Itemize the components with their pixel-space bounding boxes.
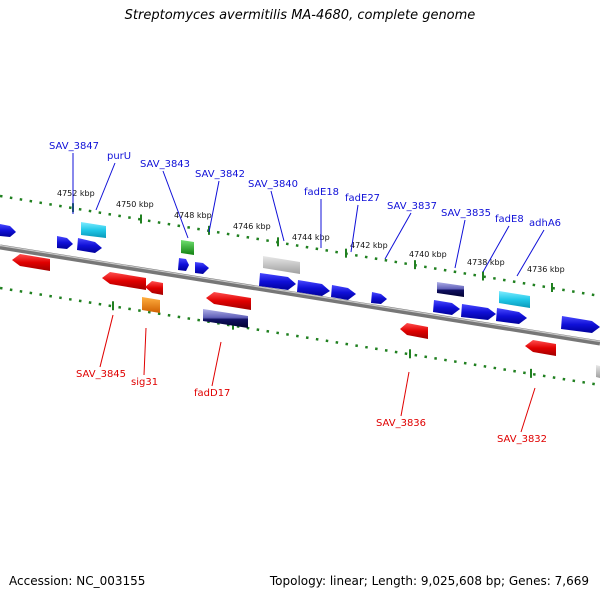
gene-label-sav-3843[interactable]: SAV_3843 [140,159,190,170]
gene-label-leaders [72,153,545,433]
gene-label-fade8[interactable]: fadE8 [495,214,524,225]
ruler-kbp-label: 4738 kbp [467,258,505,267]
ruler-kbp-label: 4742 kbp [350,241,388,250]
gene-arrow[interactable] [12,254,50,271]
gene-box-cyan[interactable] [499,291,530,308]
ruler-bottom-dots [0,286,600,387]
gene-arrow[interactable] [331,285,356,300]
genome-backbone [0,244,600,346]
gene-arrow[interactable] [77,238,102,253]
ruler-kbp-label: 4736 kbp [527,265,565,274]
leader-line [208,180,220,233]
leader-line [400,371,410,417]
gene-label-fadd17[interactable]: fadD17 [194,388,230,399]
gene-box-grey[interactable] [263,256,300,274]
leader-line [520,387,536,433]
leader-line [211,341,222,387]
gene-arrow[interactable] [297,280,330,296]
gene-arrow[interactable] [178,258,189,271]
gene-arrow[interactable] [0,224,16,237]
gene-label-fade27[interactable]: fadE27 [345,193,380,204]
ruler-kbp-label: 4750 kbp [116,200,154,209]
gene-label-sav-3835[interactable]: SAV_3835 [441,208,491,219]
gene-label-sav-3842[interactable]: SAV_3842 [195,169,245,180]
leader-line [384,212,412,260]
ruler-top-dots [0,194,600,298]
gene-label-puru[interactable]: purU [107,151,131,162]
gene-label-sav-3832[interactable]: SAV_3832 [497,434,547,445]
leader-line [482,225,510,273]
leader-line [143,327,147,376]
leader-line [95,162,116,211]
gene-arrow[interactable] [525,340,556,356]
gene-label-adha6[interactable]: adhA6 [529,218,561,229]
gene-box-green[interactable] [181,240,194,255]
topology-summary: Topology: linear; Length: 9,025,608 bp; … [269,574,589,588]
map-title: Streptomyces avermitilis MA-4680, comple… [124,8,476,23]
gene-arrow[interactable] [206,292,251,310]
ruler-labels: 4752 kbp 4750 kbp 4748 kbp 4746 kbp 4744 kbp… [57,189,565,274]
ruler-kbp-label: 4744 kbp [292,233,330,242]
gene-label-sav-3840[interactable]: SAV_3840 [248,179,298,190]
leader-line [350,204,359,253]
accession-label: Accession: NC_003155 [9,574,146,588]
gene-arrow[interactable] [433,300,460,315]
gene-box-cyan[interactable] [81,222,106,238]
gene-arrow[interactable] [145,281,163,295]
genome-backbone-highlight [0,244,600,343]
gene-box-grey[interactable] [596,365,600,378]
gene-box-orange[interactable] [142,297,160,313]
gene-label-sav-3837[interactable]: SAV_3837 [387,201,437,212]
ruler-kbp-label: 4740 kbp [409,250,447,259]
gene-arrow[interactable] [461,304,496,320]
gene-label-sav-3845[interactable]: SAV_3845 [76,369,126,380]
gene-label-sav-3836[interactable]: SAV_3836 [376,418,426,429]
gene-arrow[interactable] [102,272,146,290]
gene-features [0,222,600,378]
gene-label-sig31[interactable]: sig31 [131,377,158,388]
gene-arrow[interactable] [195,262,209,274]
gene-arrow[interactable] [400,323,428,339]
ruler-kbp-label: 4746 kbp [233,222,271,231]
gene-box-navy[interactable] [437,282,464,297]
gene-arrow[interactable] [259,273,296,290]
gene-label-sav-3847[interactable]: SAV_3847 [49,141,99,152]
gene-box-navy[interactable] [203,309,248,328]
ruler-kbp-label: 4748 kbp [174,211,212,220]
leader-line [516,229,545,277]
leader-line [454,219,466,269]
leader-line [162,170,189,239]
gene-arrow[interactable] [561,316,600,333]
ruler-kbp-label: 4752 kbp [57,189,95,198]
gene-arrow[interactable] [371,292,387,304]
gene-arrow[interactable] [57,236,73,249]
gene-arrow[interactable] [496,308,527,324]
leader-line [270,190,285,242]
gene-label-fade18[interactable]: fadE18 [304,187,339,198]
leader-line [99,314,114,368]
